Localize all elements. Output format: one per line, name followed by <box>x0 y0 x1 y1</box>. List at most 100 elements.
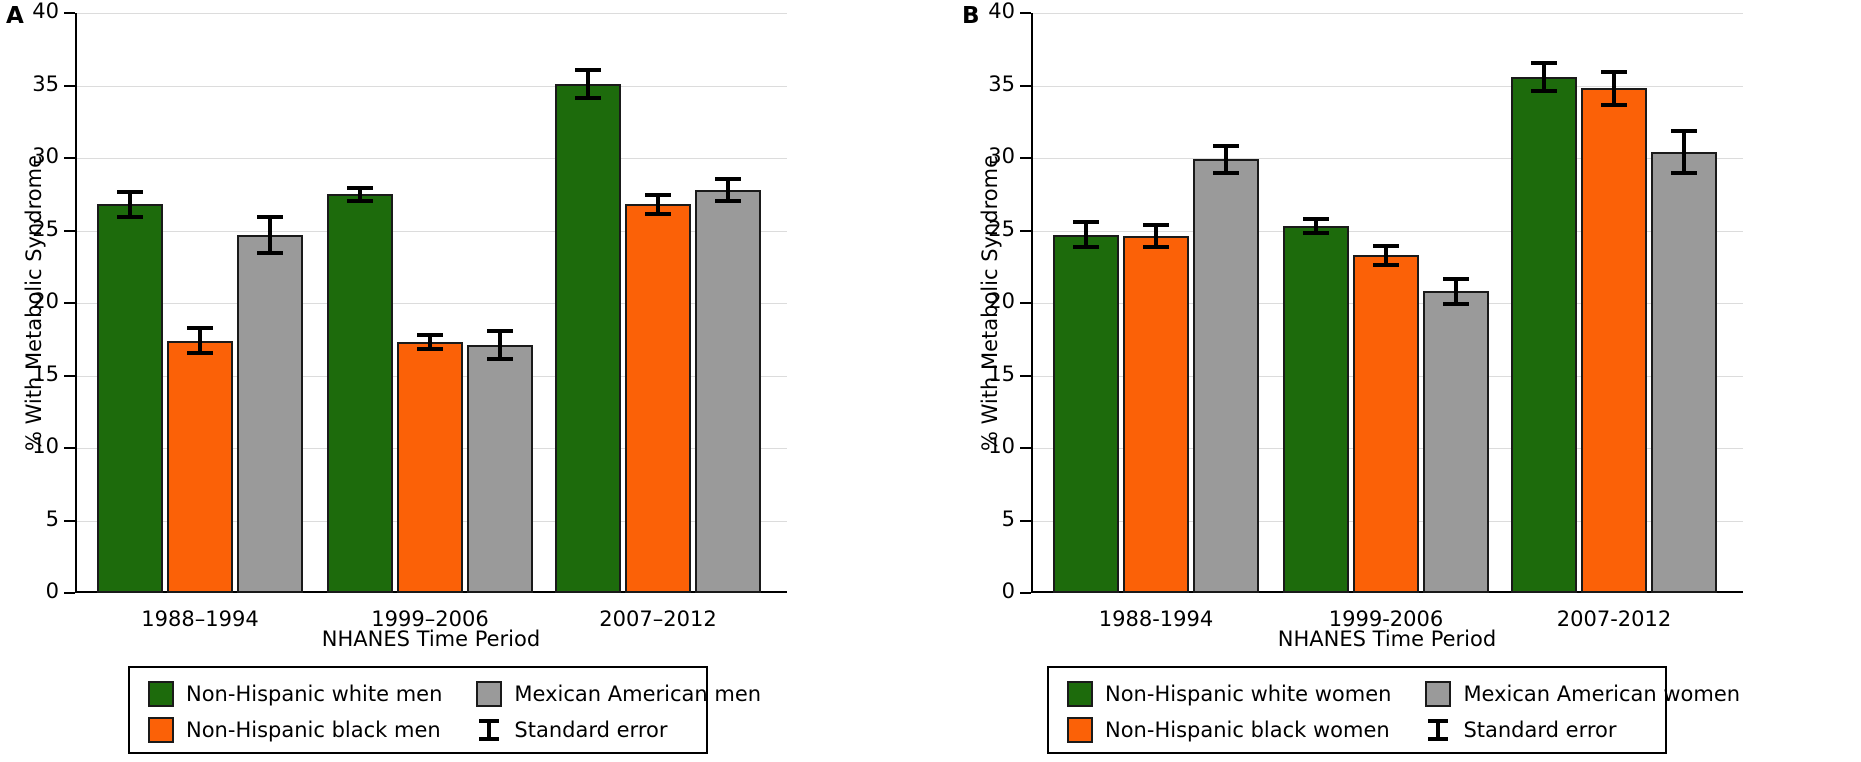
error-bar-line <box>586 68 590 100</box>
error-icon-cap-top <box>1428 719 1449 723</box>
error-bar-line <box>428 333 432 351</box>
y-tick-label-40: 40 <box>32 0 59 23</box>
error-bar-B-g1-s2 <box>1123 223 1189 250</box>
error-bar-cap-top <box>187 326 213 331</box>
error-bar-cap-bottom <box>1303 230 1329 235</box>
y-tick-15 <box>64 374 75 377</box>
error-bar-cap-bottom <box>187 351 213 356</box>
error-bar-cap-bottom <box>1073 245 1099 250</box>
bar-A-g3-gray <box>695 189 761 593</box>
error-bar-A-g1-s2 <box>167 326 233 356</box>
y-tick-label-35: 35 <box>32 71 59 96</box>
y-tick-30 <box>64 157 75 159</box>
legend-entry-2: Mexican American women <box>1425 681 1740 707</box>
bar-B-g1-green <box>1053 234 1119 593</box>
error-bar-line <box>1612 69 1616 108</box>
error-bar-cap-top <box>1531 60 1557 65</box>
error-bar-line <box>1154 223 1158 250</box>
gridline-35 <box>1031 85 1743 87</box>
error-bar-A-g2-s1 <box>327 185 393 203</box>
bar-B-g2-green <box>1283 226 1349 593</box>
error-bar-cap-bottom <box>715 198 741 203</box>
error-bar-B-g1-s1 <box>1053 220 1119 250</box>
x-tick-label-B-g3: 2007-2012 <box>1556 607 1672 631</box>
error-bar-B-g3-s2 <box>1581 69 1647 108</box>
y-axis-title-B: % With Metabolic Syndrome <box>978 155 1002 451</box>
bar-B-g1-gray <box>1193 159 1259 593</box>
gridline-30 <box>1031 158 1743 159</box>
y-tick-20 <box>64 302 75 304</box>
legend-entry-1: Non-Hispanic white women <box>1067 681 1391 707</box>
bar-A-g3-orange <box>625 204 691 593</box>
bar-A-g3-green <box>555 84 621 593</box>
y-tick-label-5: 5 <box>45 506 59 531</box>
legend-label-3: Non-Hispanic black men <box>186 718 441 742</box>
y-tick-25 <box>64 229 75 232</box>
error-bar-line <box>198 326 202 356</box>
error-bar-cap-bottom <box>1143 245 1169 250</box>
error-bar-cap-top <box>1303 217 1329 222</box>
gridline-25 <box>75 230 787 232</box>
y-tick-label-35: 35 <box>988 71 1015 96</box>
error-bar-cap-top <box>1143 223 1169 228</box>
legend-entry-4: Standard error <box>1425 717 1740 743</box>
error-bar-line <box>1314 217 1318 235</box>
y-tick-label-25: 25 <box>32 216 59 241</box>
y-tick-label-20: 20 <box>988 289 1015 313</box>
x-tick-label-B-g2: 1999-2006 <box>1328 607 1444 631</box>
error-bar-line <box>1682 129 1686 176</box>
x-tick-label-A-g3: 2007–2012 <box>599 607 717 631</box>
legend-label-1: Non-Hispanic white men <box>186 682 443 706</box>
bar-B-g2-gray <box>1423 291 1489 593</box>
error-bar-A-g1-s1 <box>97 189 163 219</box>
panel-label-B: B <box>962 3 980 29</box>
x-tick-label-B-g1: 1988-1994 <box>1098 607 1214 631</box>
error-bar-line <box>358 185 362 203</box>
error-bar-cap-bottom <box>1531 88 1557 93</box>
panel-label-A: A <box>6 3 24 29</box>
legend-entry-2: Mexican American men <box>476 681 761 707</box>
y-tick-10 <box>1020 447 1031 449</box>
y-tick-35 <box>64 84 75 87</box>
y-axis-A <box>75 13 77 593</box>
legend-swatch-legend-gray <box>476 681 503 707</box>
bar-A-g2-green <box>327 194 393 593</box>
error-bar-line <box>128 189 132 219</box>
error-bar-line <box>268 214 272 256</box>
error-bar-cap-bottom <box>117 214 143 219</box>
error-bar-cap-bottom <box>575 95 601 100</box>
error-bar-B-g3-s1 <box>1511 60 1577 93</box>
error-bar-cap-bottom <box>1373 262 1399 267</box>
y-tick-40 <box>64 12 75 14</box>
y-tick-0 <box>1020 592 1031 594</box>
y-tick-40 <box>1020 12 1031 14</box>
error-bar-cap-top <box>1373 243 1399 248</box>
legend-swatch-legend-orange <box>1067 717 1093 743</box>
error-bar-A-g1-s3 <box>237 214 303 256</box>
gridline-35 <box>75 85 787 87</box>
error-bar-cap-top <box>715 176 741 181</box>
legend-entry-3: Non-Hispanic black women <box>1067 717 1391 743</box>
y-tick-label-10: 10 <box>988 434 1015 458</box>
error-bar-line <box>1454 276 1458 306</box>
error-icon-cap-bottom <box>1428 737 1449 741</box>
y-tick-0 <box>64 592 75 594</box>
error-bar-cap-bottom <box>347 198 373 203</box>
y-tick-label-20: 20 <box>32 289 59 313</box>
error-bar-cap-top <box>1601 69 1627 74</box>
y-tick-label-0: 0 <box>45 579 59 603</box>
error-bar-cap-top <box>487 329 513 334</box>
bar-B-g3-green <box>1511 76 1577 593</box>
bar-A-g1-green <box>97 204 163 593</box>
y-tick-label-30: 30 <box>988 144 1015 168</box>
y-tick-label-30: 30 <box>32 144 59 168</box>
error-bar-cap-top <box>645 192 671 197</box>
standard-error-icon <box>1425 717 1451 743</box>
bar-A-g1-orange <box>167 340 233 593</box>
standard-error-icon <box>476 717 502 743</box>
y-tick-label-25: 25 <box>988 216 1015 241</box>
legend-grid: Non-Hispanic white women Mexican American… <box>1049 668 1740 756</box>
y-tick-label-40: 40 <box>988 0 1015 23</box>
legend-label-2: Mexican American women <box>1463 682 1741 706</box>
error-bar-A-g3-s3 <box>695 176 761 203</box>
